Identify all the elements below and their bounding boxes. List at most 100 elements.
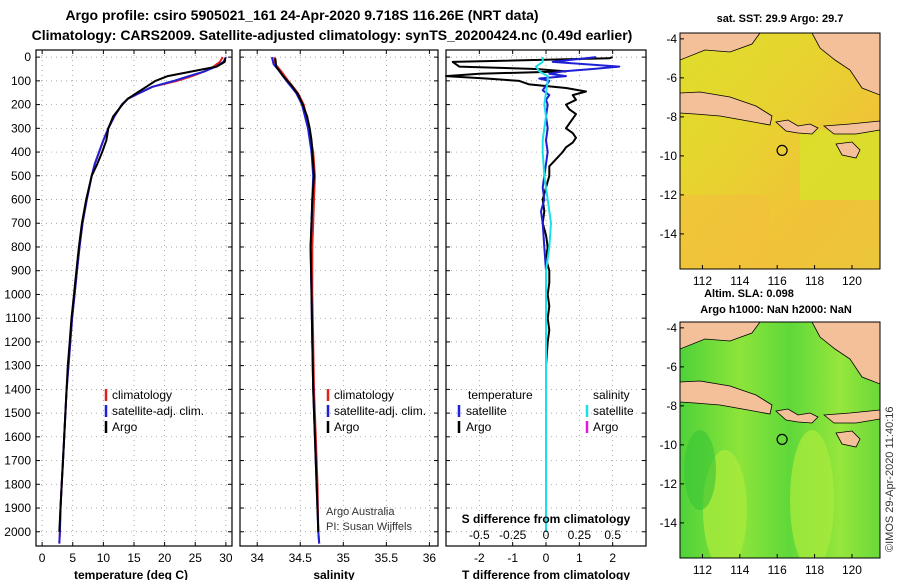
salinity-x-tick-label: 35.5: [375, 551, 399, 565]
credit-line2: PI: Susan Wijffels: [326, 521, 412, 533]
temperature-x-tick-label: 10: [97, 551, 111, 565]
depth-tick-label: 2000: [4, 525, 31, 539]
credit-line1: Argo Australia: [326, 506, 395, 518]
map-lat-tick-label: -8: [666, 110, 677, 124]
depth-tick-label: 1800: [4, 477, 31, 491]
sla-land-java: [680, 380, 773, 415]
map-lat-tick-label: -12: [660, 477, 678, 491]
legend-t-sat-label: satellite: [466, 404, 507, 418]
sst-float-marker: [776, 144, 788, 156]
map-lat-tick-label: -10: [660, 438, 678, 452]
temperature-xlabel: temperature (deg C): [74, 568, 188, 580]
sla-bright-band: [790, 430, 834, 558]
difference-top-tick-label: 0: [543, 528, 550, 542]
difference-legend: temperature satellite Argo salinity sate…: [457, 388, 634, 434]
depth-tick-label: 1500: [4, 406, 31, 420]
sst-map-frame: [679, 32, 881, 270]
map-lat-tick-label: -14: [660, 227, 678, 241]
temperature-x-tick-label: 15: [127, 551, 141, 565]
salinity-legend: climatology satellite-adj. clim. Argo: [326, 388, 426, 434]
sla-float-marker: [776, 433, 788, 445]
difference-top-tick-label: 0.25: [568, 528, 592, 542]
depth-tick-label: 300: [11, 121, 31, 135]
temperature-x-tick-label: 5: [69, 551, 76, 565]
depth-tick-label: 0: [24, 50, 31, 64]
depth-tick-label: 800: [11, 240, 31, 254]
sla-land-kalimantan: [680, 322, 761, 350]
sla-dark-band: [684, 430, 716, 510]
difference-top-xlabel: S difference from climatology: [462, 512, 631, 526]
salinity-x-tick-label: 34.5: [289, 551, 313, 565]
map-lat-tick-label: -12: [660, 188, 678, 202]
map-lat-tick-label: -10: [660, 149, 678, 163]
difference-x-tick-label: 1: [576, 551, 583, 565]
legend-t-argo-label: Argo: [466, 420, 492, 434]
sst-map: sat. SST: 29.9 Argo: 29.7: [679, 13, 881, 270]
chart-title-line2: Climatology: CARS2009. Satellite-adjuste…: [32, 27, 633, 43]
sst-cold-patch: [800, 130, 880, 200]
temperature-x-tick-label: 0: [39, 551, 46, 565]
sst-land-bali-lombok: [775, 119, 819, 135]
salinity-panel-frame: [239, 49, 439, 547]
map-lon-tick-label: 120: [842, 274, 862, 288]
sst-land-sulawesi: [811, 33, 880, 96]
temperature-x-tick-label: 30: [219, 551, 233, 565]
sst-map-title: sat. SST: 29.9 Argo: 29.7: [717, 13, 844, 25]
map-lat-tick-label: -4: [666, 321, 677, 335]
sla-map-title-line1: Altim. SLA: 0.098: [704, 288, 794, 300]
depth-tick-label: 1100: [5, 311, 31, 325]
map-tick-layer: 112 114 116 118 120 -4 -6 -8 -10 -12 -14 112 114 116 1…: [660, 32, 863, 577]
difference-xlabel: T difference from climatology: [462, 568, 630, 580]
sla-map: Altim. SLA: 0.098 Argo h1000: NaN h2000:…: [679, 288, 881, 559]
difference-x-tick-label: 0: [543, 551, 550, 565]
depth-tick-label: 1900: [4, 501, 31, 515]
difference-series-argo: [445, 56, 614, 532]
salinity-series-argo: [274, 58, 320, 532]
depth-tick-label: 1400: [4, 382, 31, 396]
map-lon-tick-label: 120: [842, 563, 862, 577]
legend-clim-label: climatology: [334, 388, 394, 402]
salinity-x-tick-label: 36: [423, 551, 437, 565]
map-lat-tick-label: -8: [666, 399, 677, 413]
legend-temperature-title: temperature: [468, 388, 533, 402]
chart-title-line1: Argo profile: csiro 5905021_161 24-Apr-2…: [65, 7, 538, 23]
series-layer: [58, 56, 621, 544]
legend-clim-label: climatology: [112, 388, 172, 402]
depth-tick-label: 1000: [4, 287, 31, 301]
sla-land-sumba: [835, 430, 861, 448]
sla-map-frame: [679, 321, 881, 559]
sla-land-sulawesi: [811, 322, 880, 385]
map-lon-tick-label: 116: [768, 563, 787, 577]
map-lat-tick-label: -4: [666, 32, 677, 46]
salinity-x-tick-label: 34: [251, 551, 265, 565]
depth-tick-label: 1300: [4, 359, 31, 373]
difference-x-tick-label: -1: [507, 551, 518, 565]
map-lon-tick-label: 112: [693, 563, 712, 577]
difference-top-tick-label: -0.25: [499, 528, 527, 542]
temperature-legend: climatology satellite-adj. clim. Argo: [104, 388, 204, 434]
map-lon-tick-label: 118: [805, 563, 824, 577]
sst-land-java: [680, 91, 773, 126]
sla-land-bali-lombok: [775, 408, 819, 424]
depth-tick-label: 100: [11, 74, 31, 88]
depth-tick-label: 600: [11, 193, 31, 207]
map-lat-tick-label: -6: [666, 71, 677, 85]
depth-tick-label: 500: [11, 169, 31, 183]
depth-tick-label: 200: [11, 98, 31, 112]
difference-top-tick-label: -0.5: [469, 528, 490, 542]
legend-s-sat-label: satellite: [593, 404, 634, 418]
sst-land-sumbawa-flores: [822, 120, 880, 135]
temperature-series-argo: [58, 58, 227, 532]
grid-layer: [36, 50, 646, 546]
sst-land-sumba: [835, 141, 861, 159]
difference-x-tick-label: -2: [474, 551, 485, 565]
legend-argo-label: Argo: [112, 420, 138, 434]
temperature-panel-frame: [35, 49, 233, 547]
depth-tick-label: 700: [11, 216, 31, 230]
map-lon-tick-label: 114: [730, 563, 749, 577]
legend-argo-label: Argo: [334, 420, 360, 434]
difference-series-sat_s: [535, 57, 552, 532]
sla-land-sumbawa-flores: [822, 409, 880, 424]
temperature-x-tick-label: 20: [158, 551, 172, 565]
